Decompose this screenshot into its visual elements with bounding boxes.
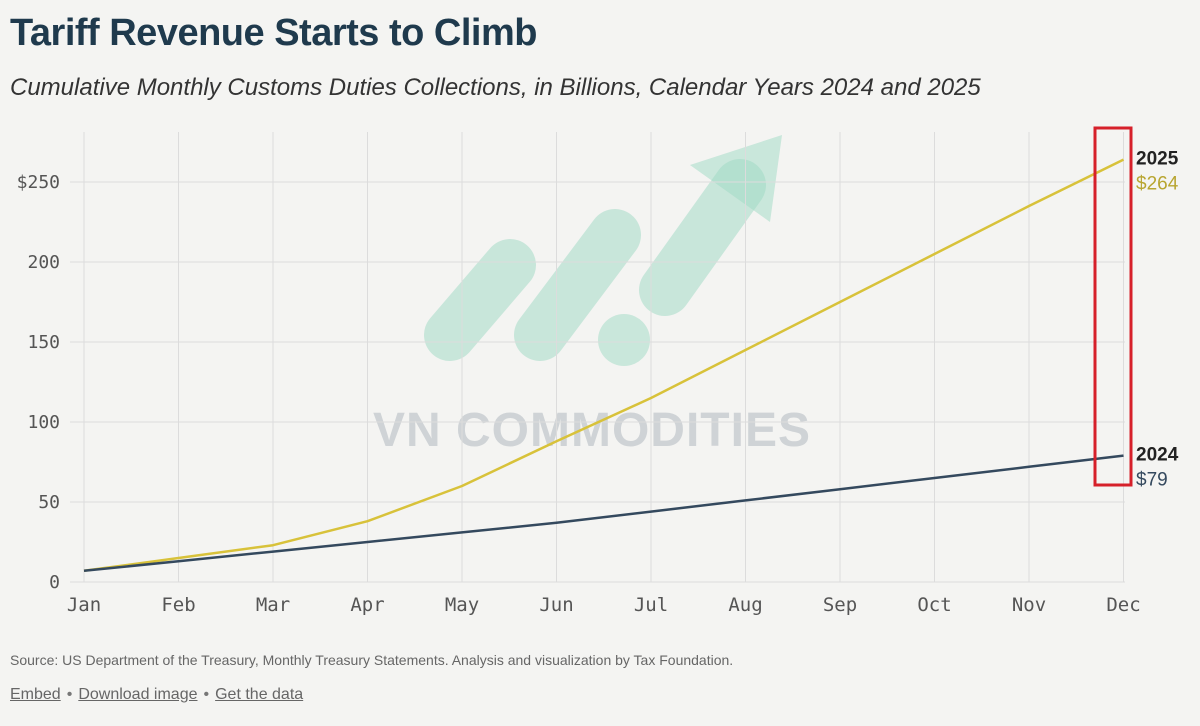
series-end-label-2025: 2025 (1136, 149, 1179, 170)
series-lines (83, 158, 1125, 573)
x-tick-label: Mar (256, 594, 290, 616)
watermark-logo-arrow-head (690, 135, 782, 222)
x-tick-label: Aug (728, 594, 762, 616)
series-end-value-2024: $79 (1136, 470, 1168, 491)
watermark-logo-bar-1 (424, 239, 536, 361)
x-axis: Jan Feb Mar Apr May Jun Jul Aug Sep Oct Nov Dec (67, 594, 1141, 616)
y-axis: $250 200 150 100 50 0 (17, 172, 60, 593)
y-tick-label: 100 (27, 412, 60, 433)
chart-subtitle: Cumulative Monthly Customs Duties Collec… (10, 74, 981, 101)
highlight-box (1093, 126, 1133, 487)
series-end-label-2024: 2024 (1136, 445, 1179, 466)
x-tick-label: Sep (823, 594, 857, 616)
series-line-2024 (83, 454, 1124, 573)
source-note: Source: US Department of the Treasury, M… (10, 652, 734, 668)
x-tick-label: Jan (67, 594, 101, 616)
december-highlight-box (1093, 126, 1133, 487)
chart-grid (70, 132, 1125, 583)
x-tick-label: Dec (1106, 594, 1140, 616)
y-tick-label: 150 (27, 332, 60, 353)
footer-links: Embed • Download image • Get the data (10, 686, 303, 704)
get-data-link[interactable]: Get the data (215, 686, 304, 703)
x-tick-label: Apr (350, 594, 384, 616)
series-end-value-2025: $264 (1136, 174, 1179, 195)
download-image-link[interactable]: Download image (78, 686, 198, 703)
embed-link[interactable]: Embed (10, 686, 61, 703)
x-tick-label: Nov (1012, 594, 1046, 616)
separator: • (203, 686, 210, 703)
watermark-text: VN COMMODITIES (373, 404, 811, 457)
end-labels: 2025 $264 2024 $79 (1136, 149, 1179, 491)
x-tick-label: Feb (161, 594, 195, 616)
y-tick-label: $250 (17, 172, 60, 193)
x-tick-label: Jul (634, 594, 668, 616)
y-tick-label: 200 (27, 252, 60, 273)
watermark-logo-arrow-shaft (639, 159, 766, 316)
watermark-logo-dot (598, 314, 650, 366)
series-line-2025 (83, 158, 1125, 573)
chart-title: Tariff Revenue Starts to Climb (10, 12, 537, 54)
watermark: VN COMMODITIES (373, 135, 811, 457)
y-tick-label: 50 (38, 492, 60, 513)
x-tick-label: Oct (917, 594, 951, 616)
separator: • (66, 686, 73, 703)
x-tick-label: May (445, 594, 479, 616)
watermark-logo-bar-2 (514, 209, 641, 361)
y-tick-label: 0 (49, 572, 60, 593)
x-tick-label: Jun (539, 594, 573, 616)
